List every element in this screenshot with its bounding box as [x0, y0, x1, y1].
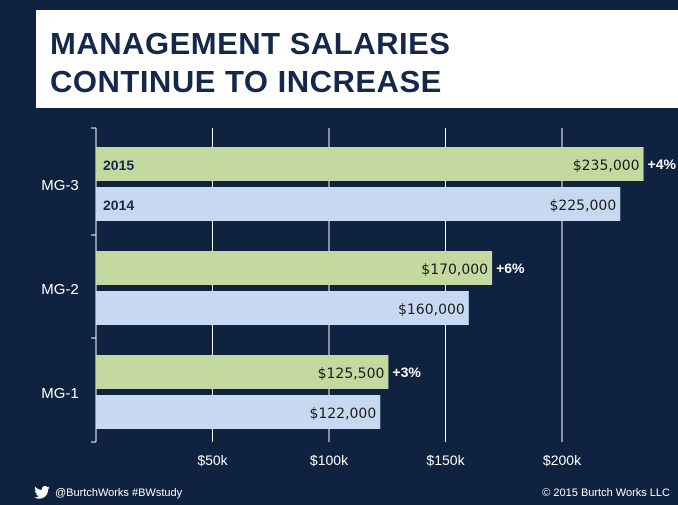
category-label: MG-1: [41, 385, 79, 402]
bar-2015: [96, 251, 493, 285]
change-label: +3%: [392, 364, 421, 380]
footer-social-text: @BurtchWorks #BWstudy: [55, 486, 183, 499]
footer-copyright: © 2015 Burtch Works LLC: [542, 487, 670, 499]
bar-value-label: $235,000: [573, 158, 640, 174]
bar-value-label: $225,000: [549, 198, 616, 214]
twitter-bird-icon: [34, 486, 50, 499]
title-line-1: MANAGEMENT SALARIES: [50, 26, 451, 61]
title-line-2: CONTINUE TO INCREASE: [50, 64, 442, 99]
footer-social: @BurtchWorks #BWstudy: [34, 486, 182, 499]
bar-2014: [96, 395, 381, 429]
bar-value-label: $122,000: [309, 406, 376, 422]
x-tick-label: $50k: [197, 452, 228, 468]
bar-2014: [96, 291, 469, 325]
bar-value-label: $170,000: [421, 262, 488, 278]
change-label: +6%: [496, 260, 525, 276]
x-tick-label: $200k: [543, 452, 582, 468]
bar-2015: [96, 355, 389, 389]
x-tick-label: $150k: [426, 452, 465, 468]
bar-2015: [96, 147, 644, 181]
bar-value-label: $125,500: [318, 366, 385, 382]
category-label: MG-2: [41, 281, 79, 298]
legend-2014: 2014: [103, 197, 134, 213]
category-label: MG-3: [41, 177, 79, 194]
bar-value-label: $160,000: [398, 302, 465, 318]
x-tick-label: $100k: [310, 452, 349, 468]
bar-2014: [96, 187, 621, 221]
legend-2015: 2015: [103, 157, 134, 173]
change-label: +4%: [648, 156, 677, 172]
title-box: MANAGEMENT SALARIES CONTINUE TO INCREASE: [36, 10, 678, 108]
